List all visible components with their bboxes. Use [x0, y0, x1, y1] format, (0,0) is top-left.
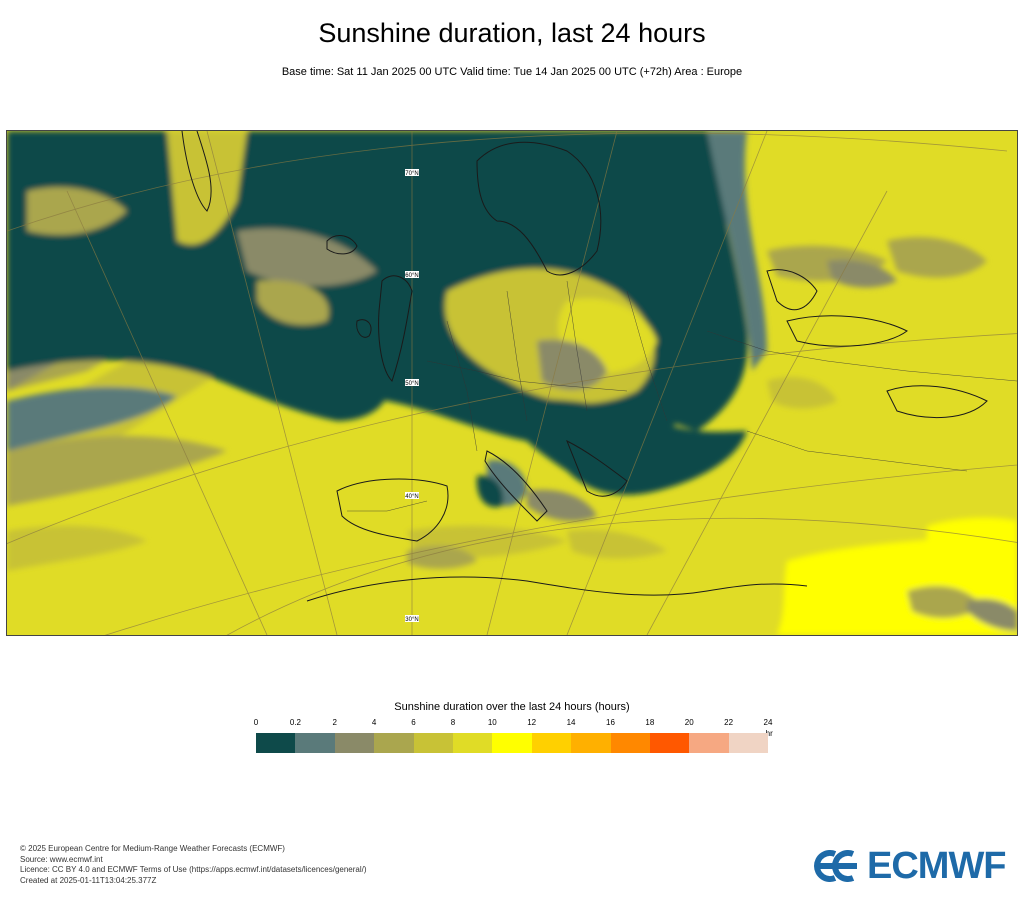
svg-text:70°N: 70°N	[405, 171, 418, 177]
footer-created: Created at 2025-01-11T13:04:25.377Z	[20, 875, 157, 885]
ecmwf-logo-icon	[814, 850, 857, 882]
legend-tick-label: 12	[527, 718, 537, 727]
footer-source: Source: www.ecmwf.int	[20, 854, 103, 864]
svg-text:60°N: 60°N	[405, 273, 418, 279]
legend-swatch	[531, 733, 572, 753]
legend-color-bar	[256, 733, 769, 753]
coastlines	[181, 131, 988, 602]
graticule-label-40: 40°N	[405, 492, 419, 500]
legend-tick-label: 24	[763, 718, 773, 727]
chart-title: Sunshine duration, last 24 hours	[318, 18, 706, 48]
legend-swatch	[295, 733, 335, 753]
graticule-labels: 70°N 60°N 50°N 40°N 30°N	[405, 169, 419, 623]
legend-swatch	[374, 733, 414, 753]
legend-tick-label: 2	[332, 718, 337, 727]
legend-swatch	[256, 733, 296, 753]
legend-swatch	[492, 733, 532, 753]
graticule-label-50: 50°N	[405, 379, 419, 387]
chart-subtitle: Base time: Sat 11 Jan 2025 00 UTC Valid …	[281, 66, 743, 78]
svg-text:30°N: 30°N	[405, 617, 418, 623]
footer-copyright: © 2025 European Centre for Medium-Range …	[20, 844, 285, 853]
graticule	[7, 131, 1017, 635]
legend-tick-label: 6	[411, 718, 416, 727]
ecmwf-logo[interactable]: ECMWF	[813, 844, 1007, 887]
legend-tick-label: 20	[684, 718, 694, 727]
legend-tick-label: 0.2	[289, 718, 301, 727]
legend-swatch	[452, 733, 493, 753]
legend-swatch	[334, 733, 375, 753]
graticule-label-30: 30°N	[405, 615, 419, 623]
legend-tick-label: 16	[606, 718, 615, 727]
legend-swatch	[610, 733, 650, 753]
footer-licence: Licence: CC BY 4.0 and ECMWF Terms of Us…	[20, 865, 367, 874]
legend-title: Sunshine duration over the last 24 hours…	[394, 701, 630, 713]
legend-swatch	[728, 733, 769, 753]
graticule-label-60: 60°N	[405, 271, 419, 279]
legend-tick-label: 10	[487, 718, 497, 727]
legend-tick-label: 14	[566, 718, 576, 727]
footer-credits: © 2025 European Centre for Medium-Range …	[20, 844, 367, 886]
legend-swatch	[689, 733, 729, 753]
legend-tick-label: 22	[724, 718, 734, 727]
legend-tick-label: 0	[253, 718, 259, 727]
sunshine-map[interactable]: 70°N 60°N 50°N 40°N 30°N	[6, 130, 1018, 636]
sunshine-field	[7, 131, 1017, 635]
legend-swatch	[571, 733, 611, 753]
legend-swatch	[649, 733, 690, 753]
legend-ticks: 0 0.2 2 4 6 8 10 12 14 16 18 20 22 24	[0, 718, 1024, 732]
graticule-label-70: 70°N	[405, 169, 419, 177]
svg-text:50°N: 50°N	[405, 381, 418, 387]
legend-swatch	[413, 733, 453, 753]
legend-tick-label: 8	[450, 718, 456, 727]
legend-tick-label: 18	[645, 718, 655, 727]
borders	[347, 280, 1017, 512]
svg-text:40°N: 40°N	[405, 494, 418, 500]
legend-tick-label: 4	[371, 718, 377, 727]
ecmwf-logo-text: ECMWF	[867, 844, 1007, 887]
